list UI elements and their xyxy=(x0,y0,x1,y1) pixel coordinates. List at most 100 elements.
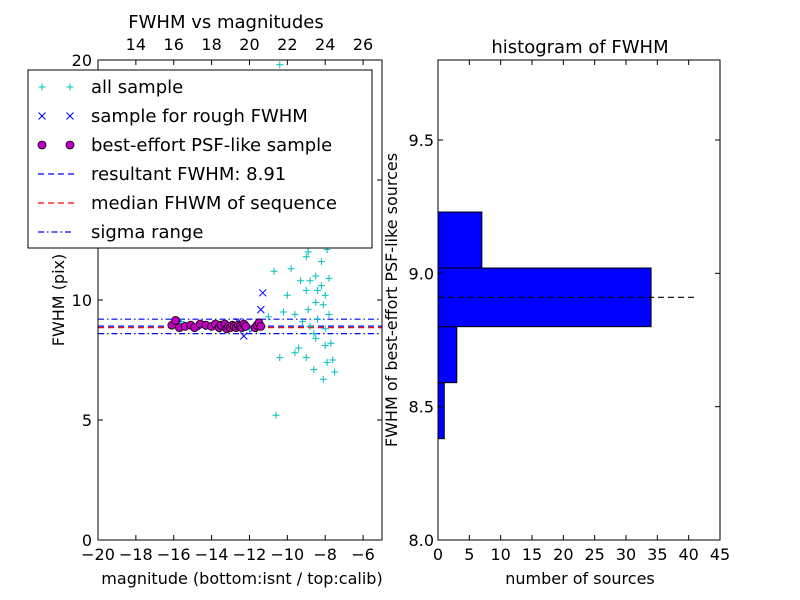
series-0-point xyxy=(325,274,333,282)
x-tick-label: −18 xyxy=(119,545,153,564)
y-tick-label: 0 xyxy=(82,531,92,550)
series-0-point xyxy=(312,334,320,342)
x-tick-label: 35 xyxy=(647,545,667,564)
series-0-point xyxy=(295,344,303,352)
x-tick-label: 40 xyxy=(678,545,698,564)
series-0-point xyxy=(304,248,312,256)
series-0-point xyxy=(306,322,314,330)
series-1-point xyxy=(239,332,248,340)
y-tick-label: 20 xyxy=(72,51,92,70)
series-0-point xyxy=(306,277,314,285)
x-tick-label: 45 xyxy=(710,545,730,564)
series-0-point xyxy=(321,325,329,333)
legend-marker xyxy=(38,112,46,120)
x-tick-label: 10 xyxy=(490,545,510,564)
x-tick-label: 15 xyxy=(522,545,542,564)
legend-box xyxy=(27,69,373,249)
series-0-point xyxy=(291,310,299,318)
legend-item: best-effort PSF-like sample xyxy=(37,135,332,156)
histogram-panel: histogram of FWHM 0 5 10 15 20 25 30 35 40 45 8.0… xyxy=(382,37,730,588)
series-2-point xyxy=(171,315,181,325)
x-tick-label: 5 xyxy=(464,545,474,564)
y-tick-label: 8.0 xyxy=(409,531,434,550)
series-0-point xyxy=(302,354,310,362)
series-0-point xyxy=(297,277,305,285)
series-1-point xyxy=(258,288,267,297)
top-tick-label: 20 xyxy=(239,35,259,54)
series-0-point xyxy=(312,272,320,280)
legend-marker xyxy=(66,83,74,91)
series-0-point xyxy=(325,310,333,318)
histogram-bar xyxy=(438,326,458,384)
legend-item: all sample xyxy=(38,77,183,98)
series-0-point xyxy=(314,286,322,294)
x-tick-label: 30 xyxy=(616,545,636,564)
series-0-point xyxy=(310,330,318,338)
legend-marker xyxy=(66,112,74,120)
series-0-point xyxy=(304,306,312,314)
legend-item: median FHWM of sequence xyxy=(38,193,337,214)
series-0-point xyxy=(331,368,339,376)
legend-label: sigma range xyxy=(91,222,203,243)
x-tick-label: −20 xyxy=(81,545,115,564)
y-tick-label: 10 xyxy=(72,291,92,310)
scatter-y-label: FWHM (pix) xyxy=(49,254,68,347)
series-0-point xyxy=(280,308,288,316)
histogram-y-ticks: 8.0 8.5 9.0 9.5 xyxy=(409,131,720,550)
top-tick-label: 24 xyxy=(315,35,335,54)
x-tick-label: 20 xyxy=(553,545,573,564)
x-tick-label: −8 xyxy=(313,545,337,564)
x-tick-label: 0 xyxy=(433,545,443,564)
series-0-point xyxy=(302,253,310,261)
histogram-bar xyxy=(438,382,445,440)
histogram-x-ticks: 0 5 10 15 20 25 30 35 40 45 xyxy=(433,60,730,564)
series-0-point xyxy=(319,301,327,309)
legend-marker xyxy=(65,140,75,150)
y-tick-label: 9.5 xyxy=(409,131,434,150)
series-0-point xyxy=(264,313,272,321)
series-0-point xyxy=(321,342,329,350)
legend-marker xyxy=(38,83,46,91)
histogram-frame xyxy=(437,59,721,541)
histogram-y-label: FWHM of best-effort PSF-like sources xyxy=(382,153,401,447)
y-tick-label: 8.5 xyxy=(409,398,434,417)
legend-item: resultant FWHM: 8.91 xyxy=(38,164,286,185)
legend-marker xyxy=(37,140,47,150)
series-0-point xyxy=(329,356,337,364)
legend-item: sigma range xyxy=(38,222,203,243)
series-0-point xyxy=(321,291,329,299)
y-tick-label: 5 xyxy=(82,411,92,430)
scatter-title: FWHM vs magnitudes xyxy=(128,12,323,33)
scatter-panel: FWHM vs magnitudes −20 −18 −16 −14 −12 −10 −8−… xyxy=(49,12,383,588)
top-tick-label: 22 xyxy=(277,35,297,54)
histogram-x-label: number of sources xyxy=(505,569,655,588)
legend-label: best-effort PSF-like sample xyxy=(91,135,332,156)
series-0-point xyxy=(298,318,306,326)
series-2-point xyxy=(241,321,251,331)
series-0-point xyxy=(283,291,291,299)
histogram-bar xyxy=(438,211,483,269)
series-0-point xyxy=(287,265,295,273)
series-0-point xyxy=(317,282,325,290)
x-axis-ticks: −20 −18 −16 −14 −12 −10 −8 −6 xyxy=(81,60,375,564)
series-0-point xyxy=(312,298,320,306)
series-0-point xyxy=(310,366,318,374)
top-tick-label: 18 xyxy=(201,35,221,54)
top-tick-label: 16 xyxy=(164,35,184,54)
histogram-title: histogram of FWHM xyxy=(491,37,668,58)
series-0-point xyxy=(314,315,322,323)
legend-label: sample for rough FWHM xyxy=(91,106,308,127)
x-tick-label: −16 xyxy=(157,545,191,564)
series-0-point xyxy=(291,349,299,357)
x-tick-label: −10 xyxy=(270,545,304,564)
legend-item: sample for rough FWHM xyxy=(38,106,308,127)
y-tick-label: 9.0 xyxy=(409,264,434,283)
series-0-point xyxy=(270,267,278,275)
series-0-point xyxy=(323,358,331,366)
series-0-point xyxy=(317,258,325,266)
series-2-point xyxy=(256,321,266,331)
legend-label: resultant FWHM: 8.91 xyxy=(91,164,286,185)
series-0-point xyxy=(276,61,284,69)
series-0-point xyxy=(302,286,310,294)
